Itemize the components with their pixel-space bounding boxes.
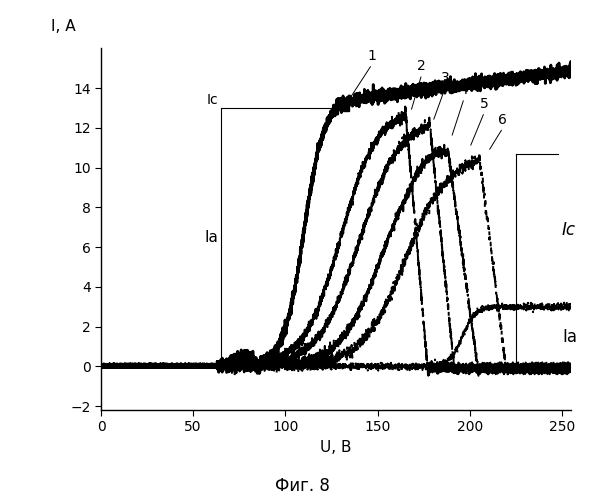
- Text: 3: 3: [442, 71, 450, 85]
- Text: Фиг. 8: Фиг. 8: [275, 477, 329, 495]
- Text: 6: 6: [498, 113, 507, 127]
- Text: Ia: Ia: [562, 328, 577, 345]
- Text: Ic: Ic: [207, 93, 218, 107]
- Text: Ic: Ic: [562, 221, 576, 239]
- Text: 5: 5: [480, 97, 489, 111]
- Text: 2: 2: [417, 59, 426, 73]
- Text: 1: 1: [368, 50, 376, 64]
- Y-axis label: I, А: I, А: [51, 19, 76, 34]
- X-axis label: U, В: U, В: [320, 440, 352, 455]
- Text: 4: 4: [460, 83, 469, 97]
- Text: Ia: Ia: [204, 230, 218, 244]
